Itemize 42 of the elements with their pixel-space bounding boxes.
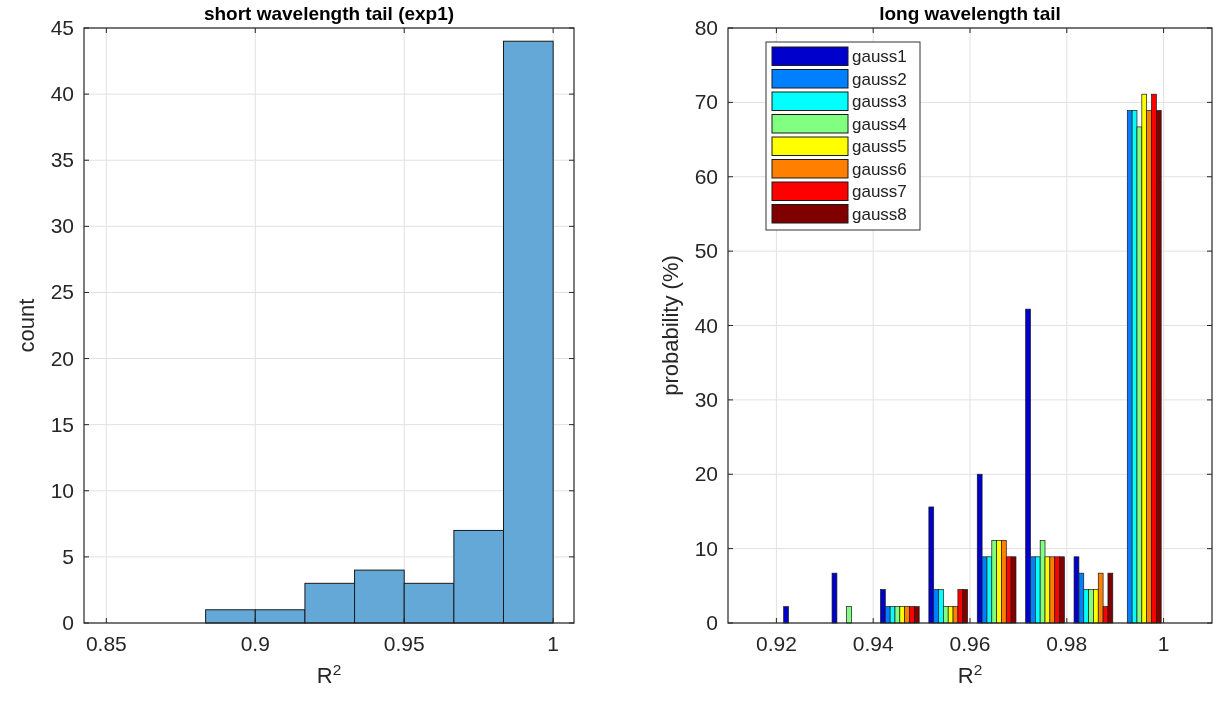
y-tick-label: 10 — [694, 536, 718, 560]
y-tick-label: 70 — [694, 90, 718, 114]
legend-label: gauss4 — [852, 114, 907, 134]
x-tick-label: 1 — [547, 632, 559, 655]
legend-label: gauss5 — [852, 137, 907, 157]
x-tick-label: 0.92 — [755, 632, 797, 655]
x-axis-title: R$^{2}$ — [957, 660, 983, 688]
y-tick-label: 10 — [50, 478, 74, 502]
legend-label: gauss8 — [852, 204, 907, 224]
y-tick-label: 15 — [50, 412, 74, 436]
legend-label: gauss6 — [852, 159, 907, 179]
legend-label: gauss1 — [852, 47, 907, 67]
x-tick-label: 1 — [1157, 632, 1170, 655]
y-tick-label: 0 — [62, 611, 74, 634]
y-tick-label: 20 — [694, 462, 718, 486]
y-tick-label: 80 — [694, 16, 718, 39]
y-tick-label: 25 — [50, 280, 74, 304]
y-tick-label: 40 — [694, 313, 718, 337]
y-tick-label: 35 — [50, 148, 74, 172]
y-tick-label: 60 — [694, 164, 718, 188]
x-tick-label: 0.9 — [240, 632, 270, 655]
legend-label: gauss7 — [852, 182, 907, 202]
y-tick-label: 40 — [50, 82, 74, 106]
y-axis-title: count — [14, 298, 39, 353]
x-tick-label: 0.94 — [852, 632, 894, 655]
legend-label: gauss3 — [852, 92, 907, 112]
y-tick-label: 30 — [694, 387, 718, 411]
y-tick-label: 50 — [694, 239, 718, 263]
chart-title: short wavelength tail (exp1) — [203, 3, 455, 24]
y-tick-label: 5 — [62, 544, 74, 568]
chart-title: long wavelength tail — [879, 3, 1061, 24]
x-tick-label: 0.85 — [85, 632, 127, 655]
y-tick-label: 30 — [50, 214, 74, 238]
y-axis-title: probability (%) — [658, 255, 683, 396]
x-axis-title: R$^{2}$ — [316, 660, 342, 688]
x-tick-label: 0.98 — [1046, 632, 1088, 655]
y-tick-label: 20 — [50, 346, 74, 370]
y-tick-label: 45 — [50, 16, 74, 39]
y-tick-label: 0 — [706, 611, 718, 634]
legend-label: gauss2 — [852, 69, 907, 89]
x-tick-label: 0.96 — [949, 632, 991, 655]
x-tick-label: 0.95 — [383, 632, 425, 655]
